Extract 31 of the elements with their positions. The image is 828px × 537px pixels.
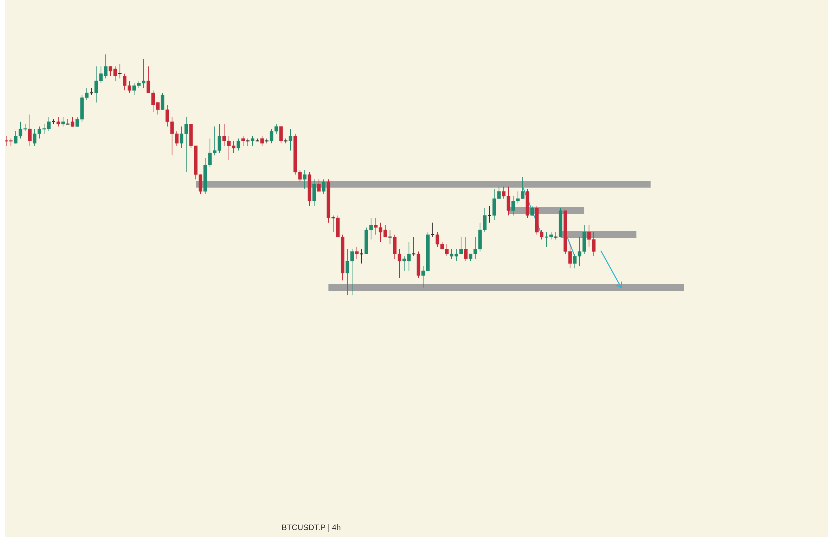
candlestick: [416, 251, 420, 278]
candlestick: [66, 118, 70, 125]
candlestick: [118, 64, 122, 79]
candlestick: [264, 138, 270, 144]
candlestick: [6, 136, 9, 146]
candlestick: [355, 246, 359, 260]
candlestick: [242, 136, 246, 146]
candlestick: [284, 138, 288, 144]
candlestick: [303, 169, 307, 190]
candlestick: [388, 230, 392, 245]
candlestick: [331, 215, 336, 233]
candlestick: [322, 179, 326, 194]
candlestick: [488, 206, 492, 224]
candlestick: [260, 136, 264, 146]
candlestick: [71, 116, 75, 127]
candlestick: [236, 138, 240, 151]
candlestick: [530, 206, 534, 216]
candlestick: [317, 179, 321, 192]
candlestick: [62, 116, 66, 127]
candlestick: [412, 236, 416, 257]
candlestick: [251, 136, 255, 146]
candlestick: [312, 179, 316, 206]
candlestick: [28, 114, 32, 146]
candlestick: [430, 222, 436, 238]
candlestick: [464, 236, 468, 262]
candlestick: [161, 92, 165, 110]
candlestick: [360, 248, 364, 264]
candlestick: [280, 126, 284, 144]
candlestick: [56, 116, 60, 127]
candlestick: [288, 128, 293, 151]
candlestick: [554, 232, 558, 240]
